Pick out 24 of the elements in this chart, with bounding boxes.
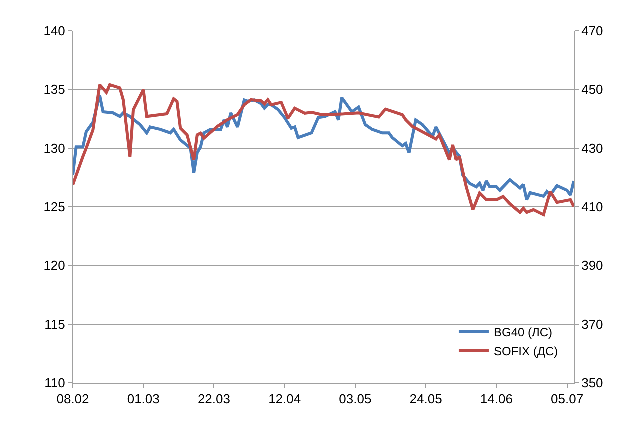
x-tick-label: 08.02	[56, 392, 90, 407]
y2-tick-label: 450	[582, 82, 604, 98]
y-tick-label: 120	[44, 258, 66, 274]
x-tick-label: 24.05	[410, 392, 442, 407]
y2-tick-label: 370	[582, 316, 604, 332]
y2-tick-label: 430	[582, 140, 604, 156]
y-tick-label: 110	[44, 376, 66, 391]
y-tick-label: 135	[44, 82, 66, 98]
x-tick-label: 22.03	[198, 392, 230, 407]
legend-label: SOFIX (ДС)	[494, 344, 558, 359]
x-tick-label: 12.04	[268, 392, 302, 407]
legend-label: BG40 (ЛС)	[494, 326, 553, 340]
y-tick-label: 115	[44, 316, 66, 332]
y-tick-label: 130	[44, 140, 66, 156]
y2-tick-label: 390	[582, 258, 604, 274]
y-tick-label: 140	[44, 24, 66, 39]
y2-tick-label: 470	[582, 24, 604, 39]
y2-tick-label: 410	[582, 200, 604, 215]
x-tick-label: 14.06	[480, 392, 513, 407]
x-tick-label: 05.07	[551, 392, 584, 407]
y-tick-label: 125	[44, 200, 66, 215]
x-tick-label: 03.05	[339, 392, 372, 407]
y2-tick-label: 350	[582, 376, 604, 391]
x-tick-label: 01.03	[127, 392, 160, 407]
